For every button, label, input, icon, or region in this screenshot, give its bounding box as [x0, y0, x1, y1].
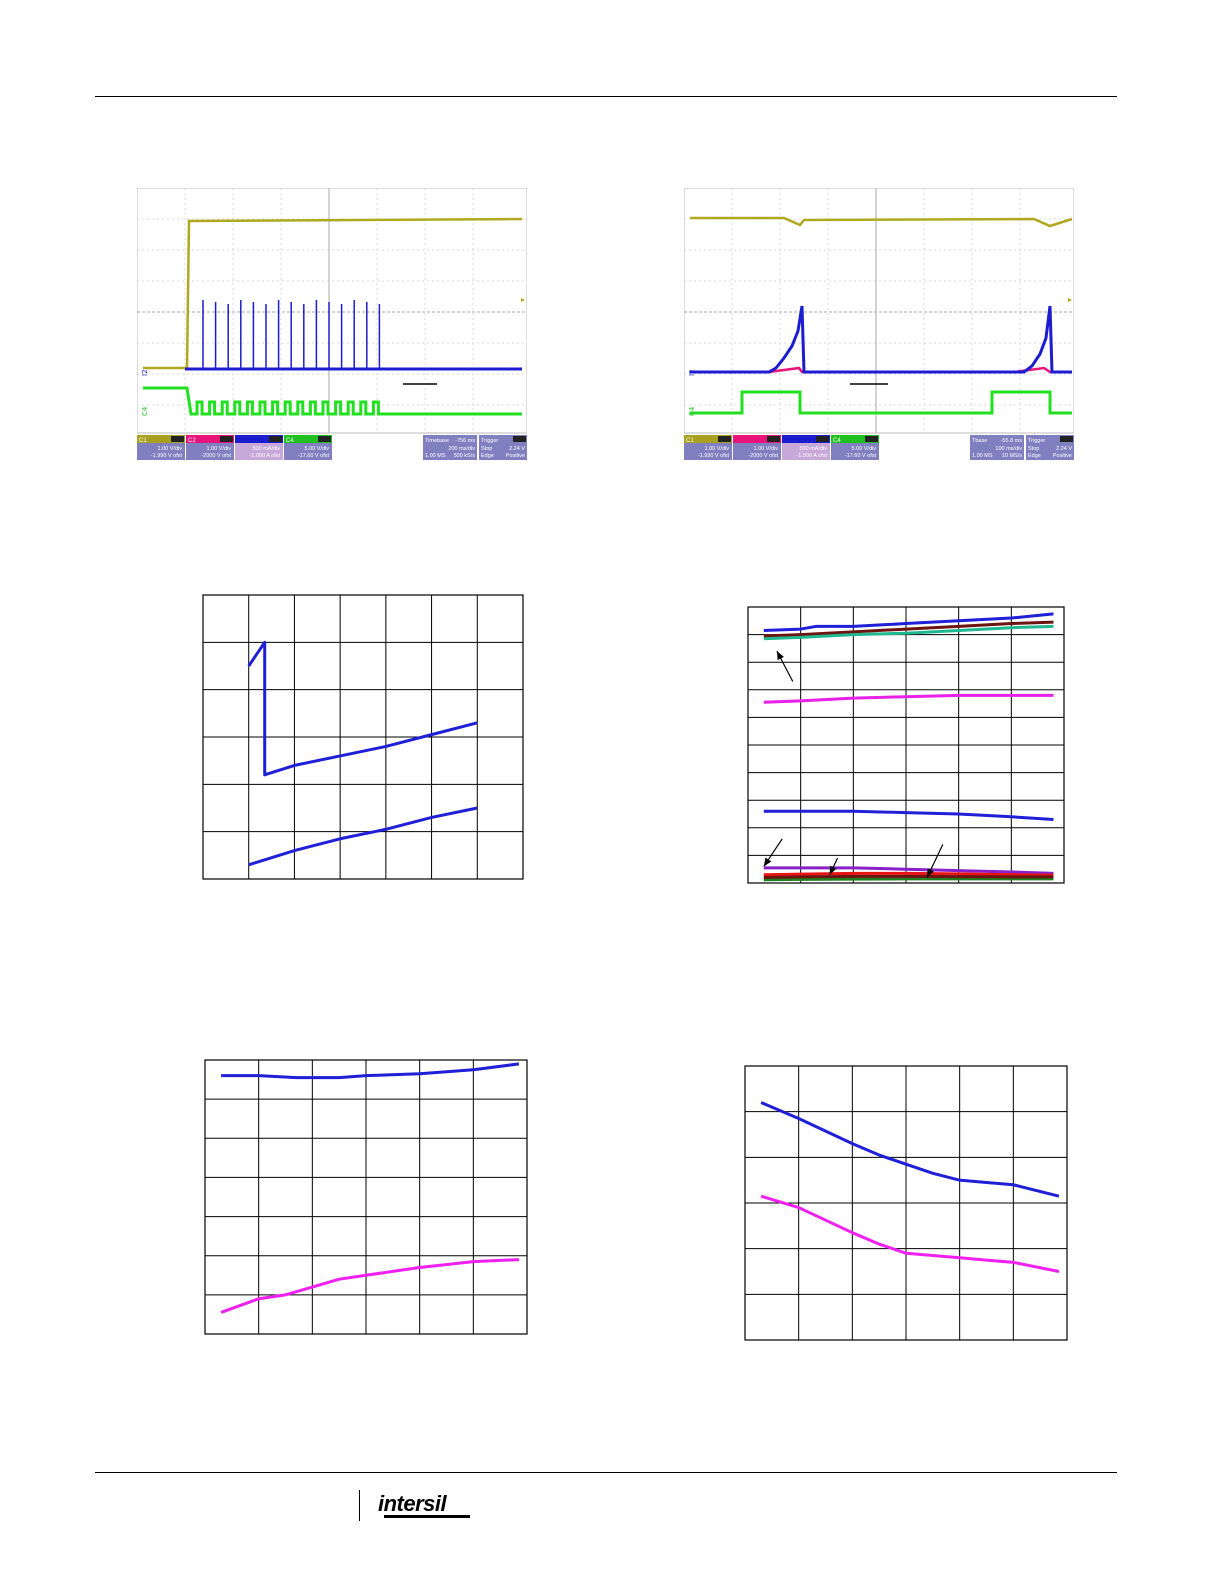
scope-right-trace-c1	[690, 216, 1073, 228]
channel-offset: -17.60 V ofst	[298, 453, 330, 459]
channel-box: C4 5.00 V/div-17.60 V ofst	[831, 435, 879, 460]
trigger-text: Trigger	[481, 438, 498, 444]
channel-offset: -1.000 A ofst	[249, 453, 280, 459]
timebase-text: 1.00 MS	[425, 453, 446, 459]
channel-box: C4 5.00 V/div-17.60 V ofst	[284, 435, 332, 460]
series-line-7	[763, 877, 1054, 882]
channel-offset: -1.000 A ofst	[796, 453, 827, 459]
footer-divider	[359, 1490, 360, 1521]
channel-scale: 500 mA/div	[799, 446, 827, 452]
svg-text:C4: C4	[688, 406, 696, 416]
channel-box: C1 1.00 V/div-1.990 V ofst	[137, 435, 185, 460]
series-line-3	[763, 693, 1054, 704]
series-line-4	[763, 809, 1054, 822]
channel-tag: C1	[686, 438, 694, 444]
trigger-text: Positive	[506, 453, 525, 459]
scope-right-trace-c3	[690, 305, 1072, 374]
channel-offset: -2000 V ofst	[748, 453, 778, 459]
scope-right-status-bar: C1 1.00 V/div -1.990 V ofst 1.00 V/div -2000…	[684, 435, 1074, 460]
trigger-text: 2.24 V	[1056, 446, 1072, 452]
series-line-8	[763, 874, 1054, 879]
channel-tag: C1	[139, 438, 147, 444]
trigger-text: Edge	[481, 453, 494, 459]
timebase-text: 1.00 MS	[972, 453, 993, 459]
series-line-1	[248, 806, 478, 867]
channel-scale: 5.00 V/div	[305, 446, 330, 452]
header-rule	[95, 96, 1117, 97]
annotation-arrowhead	[763, 857, 772, 867]
svg-text:I2: I2	[141, 369, 149, 376]
scope-left-svg: I2 C4	[137, 188, 527, 434]
channel-box: 500 mA/div-1.000 A ofst	[782, 435, 830, 460]
trigger-text: 2.24 V	[509, 446, 525, 452]
series-line-1	[220, 1258, 520, 1314]
timebase-text: 500 kS/s	[454, 453, 476, 459]
channel-scale: 500 mA/div	[252, 446, 280, 452]
channel-offset: -1.990 V ofst	[698, 453, 730, 459]
svg-text:I2: I2	[688, 369, 696, 376]
trigger-text: Stop	[1028, 446, 1039, 452]
channel-offset: -17.60 V ofst	[845, 453, 877, 459]
trigger-text: Trigger	[1028, 438, 1045, 444]
channel-box: 500 mA/div-1.000 A ofst	[235, 435, 283, 460]
channel-scale: 1.00 V/div	[705, 446, 730, 452]
chart-bottom-left	[204, 1059, 528, 1335]
scope-capture-left: I2 C4 C1 1.00 V/div -1.990 V ofst C2 1.00 V/…	[137, 188, 527, 460]
channel-box: C1 1.00 V/div-1.990 V ofst	[684, 435, 732, 460]
trigger-text: Stop	[481, 446, 492, 452]
logo-underline	[384, 1515, 470, 1518]
footer-rule	[95, 1472, 1117, 1473]
channel-tag: C4	[833, 438, 841, 444]
scope-left-trace-c4	[143, 386, 522, 416]
annotation-arrowhead	[927, 868, 934, 878]
scope-right-svg: I2 C4	[684, 188, 1074, 434]
trigger-text: Positive	[1053, 453, 1072, 459]
trigger-box: Trigger Stop 2.24 V Edge Positive	[479, 435, 527, 460]
series-line-1	[763, 620, 1054, 638]
timebase-text: -55.8 ms	[1001, 438, 1023, 444]
series-line-0	[760, 1101, 1060, 1198]
scope-left-grid	[137, 188, 527, 433]
svg-text:C4: C4	[141, 406, 149, 416]
trigger-text: Edge	[1028, 453, 1041, 459]
timebase-text: Tbase	[972, 438, 987, 444]
channel-scale: 1.00 V/div	[754, 446, 779, 452]
channel-box: 1.00 V/div-2000 V ofst	[733, 435, 781, 460]
chart-mid-left	[202, 594, 524, 880]
channel-tag: C4	[286, 438, 294, 444]
chart-bottom-right	[744, 1065, 1068, 1341]
timebase-text: 200 ms/div	[448, 446, 475, 452]
scope-left-trace-c3	[202, 300, 381, 369]
series-line-6	[763, 871, 1054, 877]
channel-offset: -1.990 V ofst	[151, 453, 183, 459]
channel-tag: C2	[188, 438, 196, 444]
scope-left-green-trace	[143, 386, 522, 416]
trigger-box: Trigger Stop 2.24 V Edge Positive	[1026, 435, 1074, 460]
annotation-arrowhead	[776, 651, 784, 661]
scope-right-trace-c4	[690, 390, 1072, 415]
chart-mid-right	[747, 606, 1065, 884]
timebase-text: Timebase	[425, 438, 449, 444]
timebase-text: -756 ms	[455, 438, 475, 444]
scope-left-status-bar: C1 1.00 V/div -1.990 V ofst C2 1.00 V/div -20…	[137, 435, 527, 460]
channel-scale: 1.00 V/div	[207, 446, 232, 452]
channel-scale: 1.00 V/div	[158, 446, 183, 452]
series-line-1	[760, 1194, 1060, 1273]
scope-capture-right: I2 C4 C1 1.00 V/div -1.990 V ofst 1.00 V/di…	[684, 188, 1074, 460]
annotation-arrowhead	[829, 865, 837, 875]
channel-box: C2 1.00 V/div-2000 V ofst	[186, 435, 234, 460]
series-line-0	[763, 612, 1054, 632]
series-line-2	[763, 624, 1054, 641]
timebase-text: 10 MS/s	[1002, 453, 1022, 459]
channel-offset: -2000 V ofst	[201, 453, 231, 459]
series-line-0	[247, 640, 478, 777]
channel-scale: 5.00 V/div	[852, 446, 877, 452]
series-line-0	[221, 1062, 520, 1080]
intersil-logo: intersil	[378, 1491, 447, 1516]
timebase-text: 100 ms/div	[995, 446, 1022, 452]
series-line-5	[763, 866, 1054, 875]
